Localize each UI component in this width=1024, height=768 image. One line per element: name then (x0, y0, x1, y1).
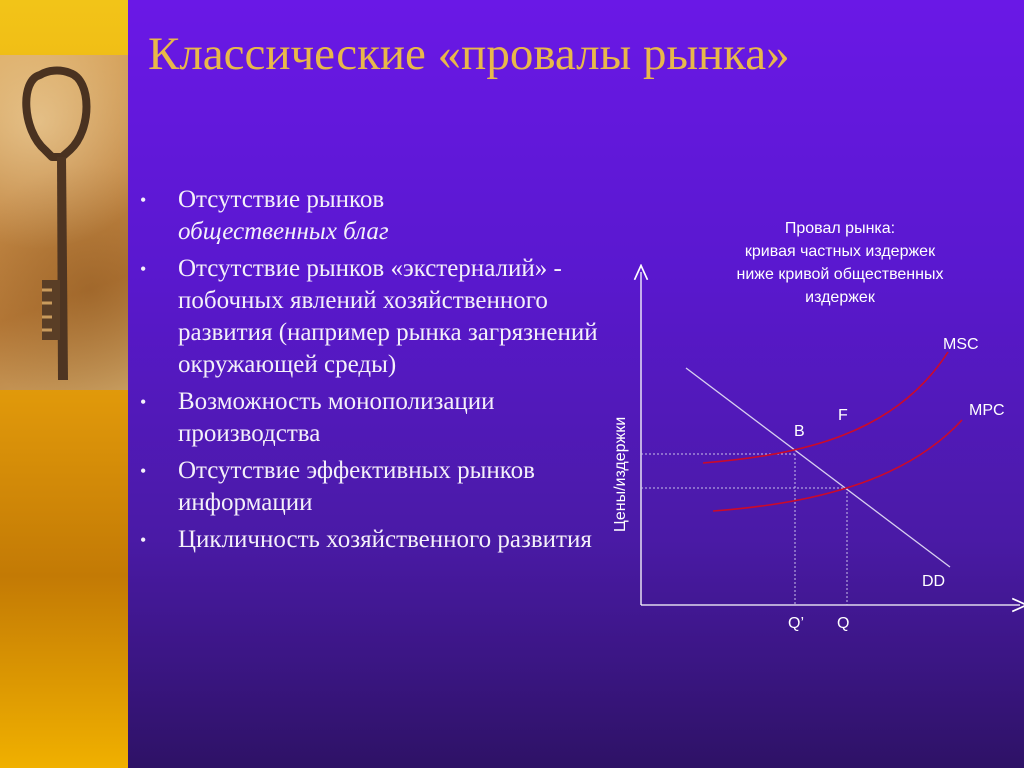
key-image (0, 55, 128, 390)
dd-curve (685, 367, 951, 568)
msc-label: MSC (943, 336, 979, 353)
q-label: Q (837, 615, 849, 632)
msc-curve (702, 351, 949, 464)
bullet-item: • Отсутствие эффективных рынков информац… (138, 455, 608, 519)
mpc-curve (712, 419, 963, 512)
bullet-text: Цикличность хозяйственного развития (178, 526, 592, 553)
bullet-dot: • (140, 530, 147, 550)
diagram-caption: Провал рынка: кривая частных издержек ни… (680, 217, 1000, 309)
dd-label: DD (922, 573, 945, 590)
bullet-item: • Отсутствие рынков общественных благ (138, 184, 608, 248)
market-failure-diagram: Цены/издержки MSC MPC DD B F Q’ Q (612, 210, 1024, 632)
bullet-text: Отсутствие рынков (178, 186, 385, 213)
bullet-item: • Возможность монополизации производства (138, 386, 608, 450)
caption-line: издержек (805, 289, 875, 306)
caption-line: ниже кривой общественных (736, 266, 944, 283)
bullet-text: Возможность монополизации производства (178, 388, 495, 447)
caption-line: кривая частных издержек (744, 243, 936, 260)
bullet-text: Отсутствие эффективных рынков информации (178, 457, 535, 516)
bullet-item: • Отсутствие рынков «экстерналий» - побо… (138, 253, 608, 381)
point-f-label: F (838, 407, 848, 424)
point-b-label: B (794, 423, 805, 440)
bullet-dot: • (140, 259, 147, 279)
bullet-item: • Цикличность хозяйственного развития (138, 524, 608, 556)
slide-title: Классические «провалы рынка» (148, 28, 790, 80)
bullet-list: • Отсутствие рынков общественных благ • … (138, 184, 608, 561)
bullet-subtext: общественных благ (178, 218, 389, 245)
y-axis-label: Цены/издержки (612, 417, 629, 532)
bullet-dot: • (140, 190, 147, 210)
bullet-dot: • (140, 461, 147, 481)
q-prime-label: Q’ (788, 615, 804, 632)
bullet-dot: • (140, 392, 147, 412)
key-icon (22, 66, 91, 380)
bullet-text: Отсутствие рынков «экстерналий» - побочн… (178, 255, 598, 378)
mpc-label: MPC (969, 402, 1005, 419)
caption-line: Провал рынка: (784, 220, 896, 237)
